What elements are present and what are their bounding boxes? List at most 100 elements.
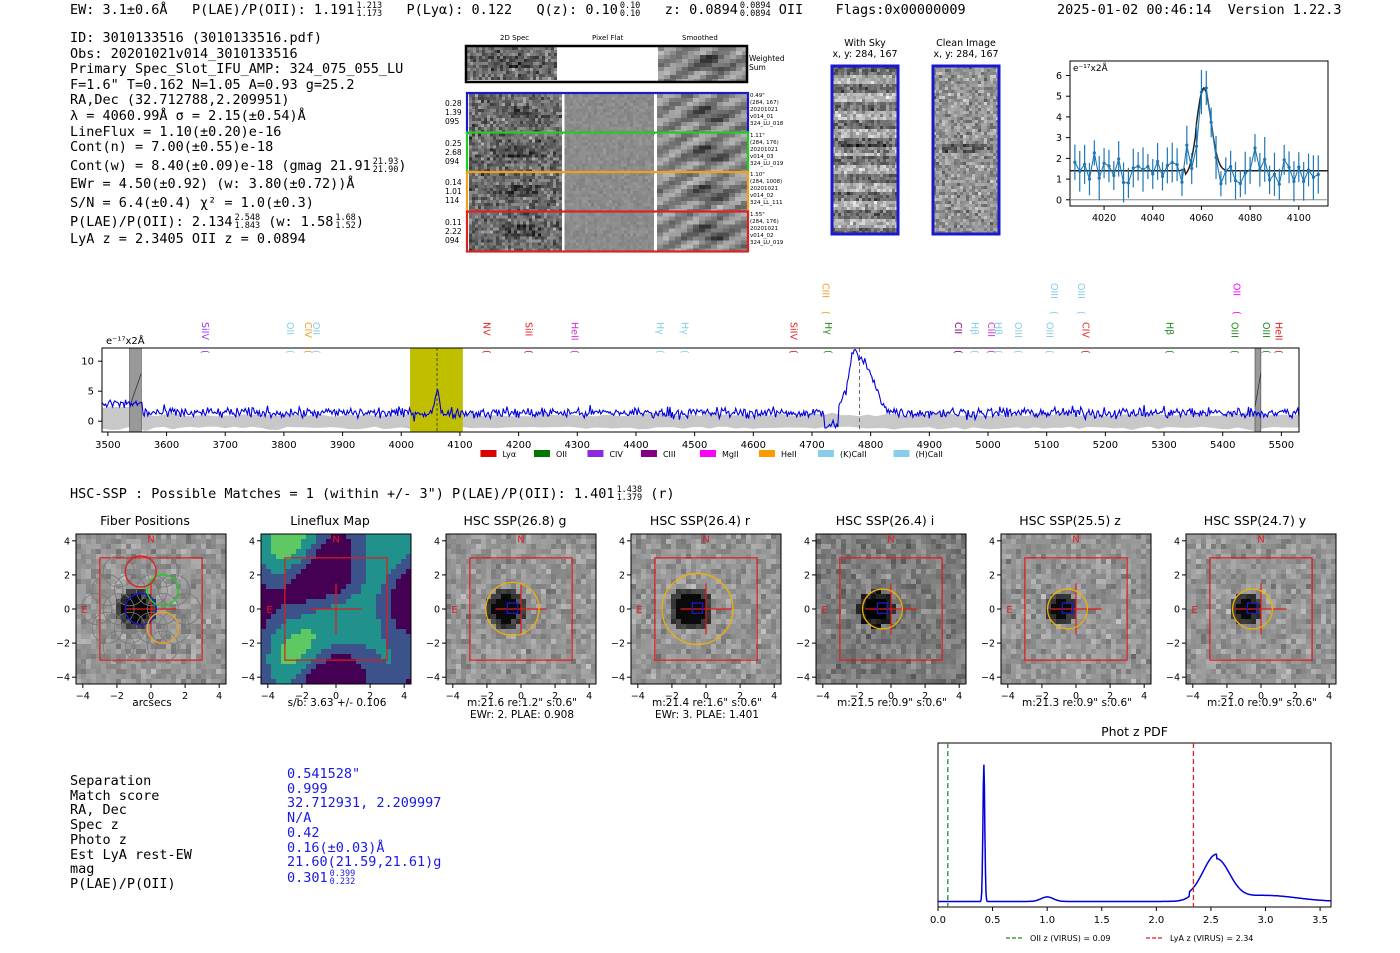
- line-marker-label: Hγ: [654, 322, 665, 335]
- zoom-spectrum-chart: 0 1 2 3 4 5 6 4020 4040 4060 4080 4100 e⁻¹⁷x2Å: [1056, 60, 1329, 224]
- zoom-frame: [1069, 60, 1329, 207]
- line-marker-label: NV: [480, 322, 491, 336]
- cutout-note: s/b: 3.63 +/- 0.106: [287, 697, 387, 709]
- cutout-title: HSC SSP(25.5) z: [1019, 513, 1121, 528]
- hsc-summary: HSC-SSP : Possible Matches = 1 (within +…: [70, 485, 675, 503]
- line-marker-label: OIII: [1044, 322, 1055, 338]
- spectrum-xtick-label: 4500: [682, 440, 707, 451]
- spectrum-frame: [101, 347, 1300, 433]
- fiber-row-right-label: 1.55" (284, 176) 20201021 v014_02 324_LU_019: [750, 211, 784, 246]
- match-value: 0.301 0.399 0.232: [287, 868, 356, 887]
- cutout-ytick-label: 2: [434, 570, 440, 581]
- cutout-ytick-label: 2: [64, 570, 70, 581]
- cutout-xtick-label: 4: [771, 691, 777, 702]
- cutout-xtick-label: 0: [333, 691, 339, 702]
- cutout-ytick-label: 4: [804, 536, 810, 547]
- cutout-xtick-label: 0: [1073, 691, 1079, 702]
- line-marker: SiII (: [523, 322, 534, 354]
- cutout-xtick-label: −2: [295, 691, 309, 702]
- line-marker: CIV (: [1079, 322, 1090, 354]
- info-contn: Cont(n) = 7.00(±0.55)e-18: [70, 139, 274, 156]
- z-text: z: 0.0894: [664, 2, 738, 18]
- fiber-circle: [147, 630, 179, 663]
- cutout-title: HSC SSP(26.4) r: [649, 513, 751, 528]
- fiber-row-flat: [564, 212, 654, 252]
- photz-xtick-label: 1.0: [1039, 915, 1055, 926]
- line-marker: SiIV (: [199, 322, 210, 354]
- fiber-red: [124, 555, 157, 588]
- qz-hi: 0.10: [619, 1, 641, 11]
- qz-lo: 0.10: [619, 9, 641, 19]
- datetime: 2025-01-02 00:46:14: [1057, 2, 1212, 18]
- line-marker-label: OIII: [1012, 322, 1023, 338]
- line-marker: HeII (: [568, 322, 579, 354]
- fiber-circle: [135, 574, 168, 607]
- cutout-xtick-label: −4: [816, 691, 830, 702]
- legend-swatch: [533, 450, 550, 457]
- cutout-ytick-label: −2: [611, 639, 625, 650]
- source-ellipse: [661, 572, 734, 646]
- compass-e: E: [451, 605, 457, 616]
- spectrum-xtick-label: 4600: [741, 440, 766, 451]
- legend-label: MgII: [722, 450, 739, 459]
- zoom-model-curve: [1070, 86, 1328, 176]
- aperture-box: [469, 557, 573, 661]
- fiber-row-right-label: 1.10" (284, 1008) 20201021 v014_02 324_LL_11…: [750, 172, 783, 206]
- fiber-circle: [169, 593, 201, 625]
- cutout-pixels: [1186, 534, 1337, 685]
- photz-xtick-label: 2.0: [1148, 915, 1164, 926]
- cutout-xtick-label: −4: [261, 691, 275, 702]
- line-marker-label: Hγ: [679, 322, 690, 335]
- line-marker: OII (: [284, 322, 295, 354]
- cutout-ytick-label: 4: [434, 536, 440, 547]
- cutout-ytick-label: 0: [1174, 605, 1180, 616]
- cutout-ytick-label: 2: [1174, 570, 1180, 581]
- legend-label: (K)CaII: [840, 450, 867, 459]
- line-marker-paren: (: [985, 350, 996, 354]
- match-key: Photo z: [70, 831, 127, 848]
- col-header-2dspec: 2D Spec: [500, 34, 530, 42]
- line-marker: Hγ (: [654, 322, 665, 354]
- fiber-row-2dspec: [469, 212, 562, 252]
- match-key: mag: [70, 861, 95, 878]
- info-fit: F=1.6" T=0.162 N=1.05 A=0.93 g=25.2: [70, 76, 355, 93]
- spectrum-xtick-label: 4200: [506, 440, 531, 451]
- spectrum-noise-band: [102, 406, 1299, 431]
- fiber-row-right-label: 0.49" (284, 167) 20201021 v014_01 324_LU_018: [750, 93, 784, 127]
- cutout-note: m:21.3 re:0.9" s:0.6": [1022, 697, 1132, 709]
- spectrum-xtick-label: 5000: [975, 440, 1000, 451]
- cutout-pixels: [816, 534, 967, 685]
- legend-label: OII: [556, 450, 567, 459]
- weighted-sum-label: Weighted Sum: [749, 54, 785, 72]
- fiber-circle: [80, 593, 113, 625]
- cutout-ytick-label: 2: [804, 570, 810, 581]
- line-marker-label: OII: [284, 322, 295, 335]
- z-hi: 0.0894: [739, 1, 771, 11]
- cutout-note2: EWr: 2. PLAE: 0.908: [469, 709, 575, 721]
- spectrum-ylabel: e⁻¹⁷x2Å: [106, 334, 145, 347]
- match-box: [876, 602, 889, 614]
- cutout-ytick-label: 4: [1174, 536, 1180, 547]
- photz-frame: [937, 742, 1332, 908]
- zoom-ytick-label: 2: [1056, 154, 1062, 165]
- info-contw: Cont(w) = 8.40(±0.09)e-18 (gmag 21.91 21.…: [70, 156, 407, 175]
- line-marker-label: Hγ: [822, 322, 833, 335]
- match-value: 0.16(±0.03)Å: [287, 839, 385, 856]
- line-marker-label: SiIV: [199, 322, 210, 340]
- spectrum-xtick-label: 3500: [95, 440, 120, 451]
- line-marker-paren: (: [302, 350, 313, 354]
- fiber-row-2dspec: [469, 173, 562, 212]
- line-marker: CII (: [952, 322, 963, 354]
- line-marker: Hγ (: [822, 322, 833, 354]
- line-marker-label: HeII: [568, 322, 579, 341]
- qz-text: Q(z): 0.10: [536, 2, 618, 18]
- match-values: 0.541528" 0.999 32.712931, 2.209997 N/A 0.42…: [287, 767, 441, 886]
- compass-e: E: [1191, 605, 1197, 616]
- photz-pdf-chart: Phot z PDF 0.0 0.5 1.0 1.5 2.0 2.5 3.0 3.5 OII z …: [930, 724, 1332, 943]
- cutout-note2: EWr: 3. PLAE: 1.401: [654, 709, 760, 721]
- cutout-panel: HSC SSP(24.7) y N E 4 2 0 −2 −4 −4 −2 0 2 4 m:21.0 re…: [1160, 513, 1350, 728]
- legend-swatch: [640, 450, 657, 457]
- cutout-pixels: [446, 534, 597, 685]
- line-marker: HeII (: [1273, 322, 1284, 354]
- clean-image-title: Clean Image x, y: 284, 167: [933, 38, 999, 60]
